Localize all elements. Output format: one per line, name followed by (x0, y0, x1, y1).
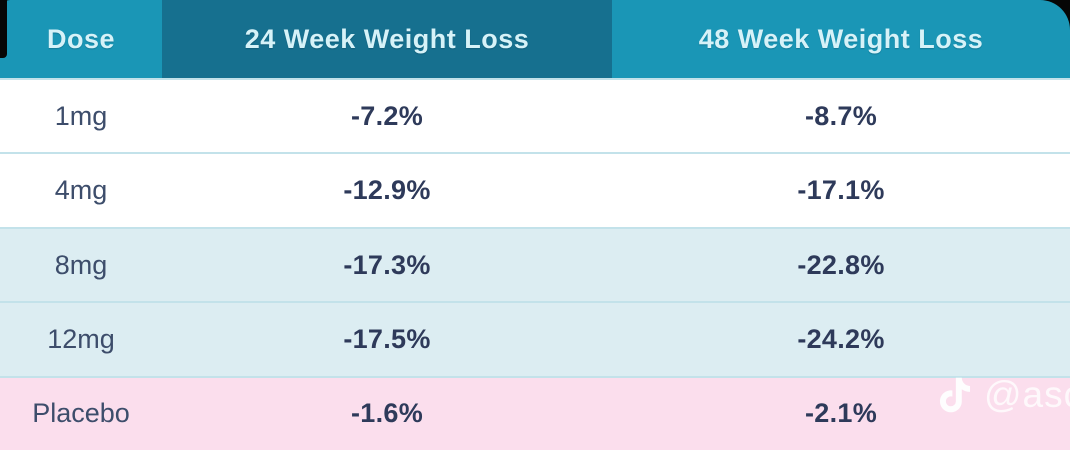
left-edge-notch (0, 0, 7, 58)
value-24-week: -17.3% (343, 249, 431, 280)
header-cell-24-week: 24 Week Weight Loss (162, 0, 612, 78)
dose-label: 4mg (54, 175, 108, 206)
dose-label: Placebo (32, 398, 130, 429)
value-24-week: -1.6% (350, 398, 424, 429)
value-48-week: -24.2% (797, 323, 885, 354)
value-48-week: -22.8% (797, 249, 885, 280)
value-48-week: -2.1% (804, 398, 878, 429)
table-header-row: Dose 24 Week Weight Loss 48 Week Weight … (0, 0, 1070, 78)
value-48-week: -8.7% (804, 100, 878, 131)
header-label-24-week: 24 Week Weight Loss (244, 23, 530, 54)
header-cell-48-week: 48 Week Weight Loss (612, 0, 1070, 78)
dose-label: 12mg (47, 323, 115, 354)
dose-label: 8mg (54, 249, 108, 280)
dose-label: 1mg (54, 100, 108, 131)
header-label-dose: Dose (46, 23, 116, 54)
value-48-week: -17.1% (797, 175, 885, 206)
table-row-12mg: 12mg -17.5% -24.2% (0, 301, 1070, 376)
value-24-week: -12.9% (343, 175, 431, 206)
value-24-week: -7.2% (350, 100, 424, 131)
table-row-placebo: Placebo -1.6% -2.1% (0, 375, 1070, 450)
table-row-1mg: 1mg -7.2% -8.7% (0, 78, 1070, 153)
value-24-week: -17.5% (343, 323, 431, 354)
table-row-4mg: 4mg -12.9% -17.1% (0, 152, 1070, 227)
header-label-48-week: 48 Week Weight Loss (698, 23, 984, 54)
header-cell-dose: Dose (0, 0, 162, 78)
table-row-8mg: 8mg -17.3% -22.8% (0, 226, 1070, 302)
